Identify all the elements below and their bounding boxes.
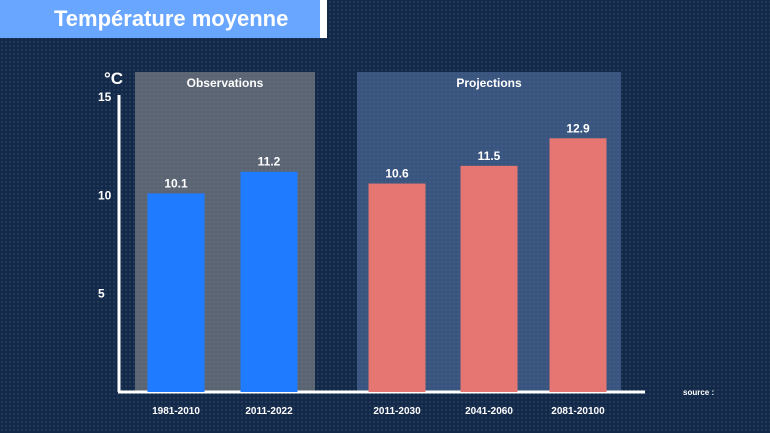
title-banner: Température moyenne xyxy=(0,0,327,38)
x-tick-label: 2081-20100 xyxy=(551,406,605,417)
group-label-projections: Projections xyxy=(456,76,522,90)
bar-1981-2010 xyxy=(147,193,205,392)
bar-value-label: 11.5 xyxy=(478,149,501,163)
bar-2011-2030 xyxy=(368,183,426,392)
bar-2011-2022 xyxy=(240,171,298,392)
x-tick-label: 2041-2060 xyxy=(465,406,513,417)
y-axis-unit-label: °C xyxy=(104,69,123,88)
bar-value-label: 10.1 xyxy=(164,176,188,190)
source-label: source : xyxy=(683,388,714,397)
bar-value-label: 11.2 xyxy=(258,155,281,169)
y-tick-label: 15 xyxy=(98,90,112,104)
y-tick-label: 5 xyxy=(98,287,105,301)
x-tick-label: 1981-2010 xyxy=(152,406,200,417)
x-tick-label: 2011-2022 xyxy=(245,406,293,417)
x-tick-label: 2011-2030 xyxy=(373,406,421,417)
bar-2041-2060 xyxy=(460,165,518,392)
bar-value-label: 12.9 xyxy=(566,121,590,135)
y-tick-label: 10 xyxy=(98,188,112,202)
page-title: Température moyenne xyxy=(54,6,289,31)
bar-value-label: 10.6 xyxy=(385,167,409,181)
group-label-observations: Observations xyxy=(187,76,264,90)
bar-2081-20100 xyxy=(549,138,607,392)
